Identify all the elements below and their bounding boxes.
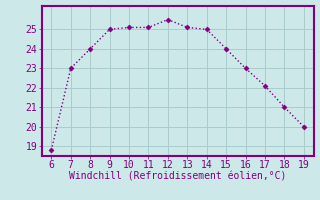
- X-axis label: Windchill (Refroidissement éolien,°C): Windchill (Refroidissement éolien,°C): [69, 172, 286, 182]
